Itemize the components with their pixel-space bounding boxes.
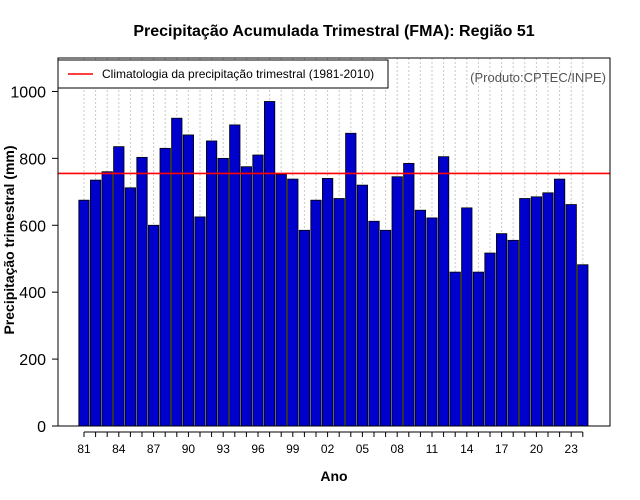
legend-label: Climatologia da precipitação trimestral …	[102, 67, 374, 81]
bar-2020	[530, 196, 543, 427]
bar-2023	[565, 204, 577, 427]
bar-2000	[298, 229, 311, 427]
legend: Climatologia da precipitação trimestral …	[57, 59, 389, 89]
x-tick-label: 05	[356, 442, 370, 456]
credit-text: (Produto:CPTEC/INPE)	[470, 70, 606, 85]
x-tick-label: 84	[112, 442, 126, 456]
bar-2005	[356, 184, 369, 427]
y-tick-label: 400	[19, 285, 46, 302]
bar-2009	[403, 162, 415, 427]
bar-1997	[263, 101, 276, 427]
bar-1984	[113, 146, 125, 427]
bar-1987	[147, 224, 160, 427]
bar-1999	[287, 178, 299, 427]
x-axis: 81 84 87 90 93 96 99 02 05 08 11 14 17 20 23	[77, 431, 584, 456]
y-tick-label: 600	[19, 218, 46, 235]
bar-1994	[229, 124, 241, 427]
x-tick-label: 81	[77, 442, 91, 456]
bar-1986	[136, 156, 148, 427]
bar-2010	[414, 209, 427, 427]
x-tick-label: 87	[147, 442, 161, 456]
bar-1993	[217, 157, 229, 427]
chart-title: Precipitação Acumulada Trimestral (FMA):…	[133, 23, 534, 40]
legend-box	[57, 59, 389, 89]
bar-2008	[391, 176, 403, 427]
y-tick-label: 800	[19, 151, 46, 168]
bar-2011	[426, 217, 438, 427]
y-tick-label: 1000	[10, 84, 46, 101]
bar-1991	[194, 216, 206, 427]
bar-1982	[90, 179, 102, 427]
bar-1988	[159, 147, 171, 427]
bar-2018	[507, 239, 519, 427]
x-tick-label: 23	[565, 442, 579, 456]
x-axis-title: Ano	[320, 468, 347, 484]
bar-1995	[240, 166, 252, 427]
bar-2013	[449, 271, 461, 427]
bar-1989	[171, 117, 183, 427]
bar-2012	[437, 156, 450, 427]
bar-2007	[379, 229, 392, 427]
bar-1998	[275, 174, 287, 427]
bar-2024	[577, 264, 589, 427]
bar-2001	[310, 199, 322, 427]
bar-2022	[554, 178, 566, 427]
bar-1990	[182, 134, 194, 427]
bars	[78, 101, 589, 427]
y-tick-label: 0	[37, 419, 46, 436]
bar-1981	[78, 199, 90, 427]
bar-1996	[252, 154, 264, 427]
x-tick-label: 99	[286, 442, 300, 456]
bar-2006	[368, 220, 380, 427]
bar-2003	[333, 198, 345, 427]
x-tick-label: 17	[495, 442, 509, 456]
x-tick-label: 14	[460, 442, 474, 456]
bar-2015	[472, 271, 485, 427]
bar-2019	[519, 198, 531, 427]
bar-2016	[484, 252, 496, 427]
bar-1985	[124, 187, 136, 427]
x-tick-label: 93	[217, 442, 231, 456]
bar-2014	[461, 207, 473, 427]
y-axis: 0 200 400 600 800 1000	[10, 84, 58, 436]
x-tick-label: 96	[251, 442, 265, 456]
y-tick-label: 200	[19, 352, 46, 369]
x-tick-label: 90	[182, 442, 196, 456]
x-tick-label: 02	[321, 442, 335, 456]
bar-2002	[321, 178, 334, 427]
plot-frame	[57, 57, 611, 427]
x-tick-label: 11	[426, 442, 439, 456]
bar-2021	[542, 192, 554, 427]
x-tick-label: 20	[530, 442, 544, 456]
bar-1992	[205, 140, 218, 427]
y-axis-title: Precipitação trimestral (mm)	[1, 145, 17, 334]
x-tick-label: 08	[391, 442, 405, 456]
bar-1983	[101, 171, 113, 427]
bar-2004	[345, 132, 357, 427]
bar-2017	[495, 233, 508, 427]
